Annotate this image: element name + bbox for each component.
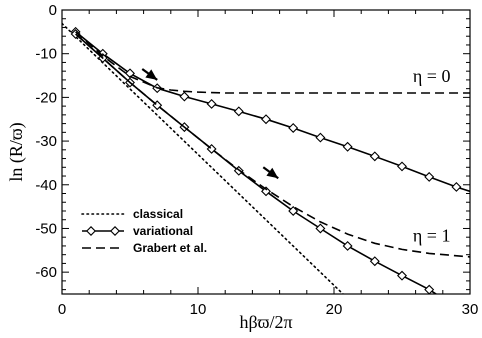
series-line-grabert-et-al-	[75, 31, 470, 94]
arrow-head	[145, 69, 158, 80]
data-point-marker	[397, 270, 407, 281]
data-point-marker	[86, 226, 96, 236]
data-point-marker	[342, 141, 353, 152]
data-point-marker	[315, 223, 326, 234]
y-tick-label: -50	[35, 220, 57, 237]
y-tick-label: -30	[35, 133, 57, 150]
curve-annotation: η = 1	[413, 226, 451, 246]
data-point-marker	[369, 151, 380, 162]
y-tick-label: -40	[35, 177, 57, 194]
data-point-marker	[342, 240, 353, 251]
data-point-marker	[424, 284, 435, 294]
series-line-variational	[75, 31, 470, 193]
data-point-marker	[451, 181, 462, 192]
x-tick-label: 10	[190, 301, 207, 318]
data-point-marker	[315, 132, 326, 143]
x-tick-label: 0	[58, 301, 66, 318]
y-tick-label: -10	[35, 46, 57, 63]
data-point-marker	[261, 114, 271, 125]
data-point-marker	[288, 206, 299, 216]
x-tick-label: 30	[462, 301, 479, 318]
data-point-marker	[233, 106, 244, 117]
x-axis-label: hβϖ/2π	[239, 312, 292, 332]
y-tick-label: -60	[35, 264, 57, 281]
data-point-marker	[397, 161, 407, 172]
data-point-marker	[424, 171, 435, 182]
series-line-grabert-et-al-	[75, 33, 470, 258]
legend-label: classical	[133, 207, 183, 221]
arrow-head	[266, 167, 279, 179]
data-point-marker	[206, 98, 217, 109]
y-axis-label: ln (R/ϖ)	[6, 122, 27, 181]
y-tick-label: -20	[35, 89, 57, 106]
series-line-classical	[62, 22, 345, 294]
data-point-marker	[179, 91, 190, 102]
plot-frame	[61, 9, 471, 295]
legend-label: variational	[133, 224, 193, 238]
y-tick-label: 0	[49, 2, 57, 19]
legend-label: Grabert et al.	[133, 241, 207, 255]
x-tick-label: 20	[326, 301, 343, 318]
curve-annotation: η = 0	[413, 66, 451, 86]
data-point-marker	[369, 256, 380, 267]
data-point-marker	[110, 226, 120, 236]
data-point-marker	[261, 186, 271, 197]
data-point-marker	[288, 122, 299, 133]
